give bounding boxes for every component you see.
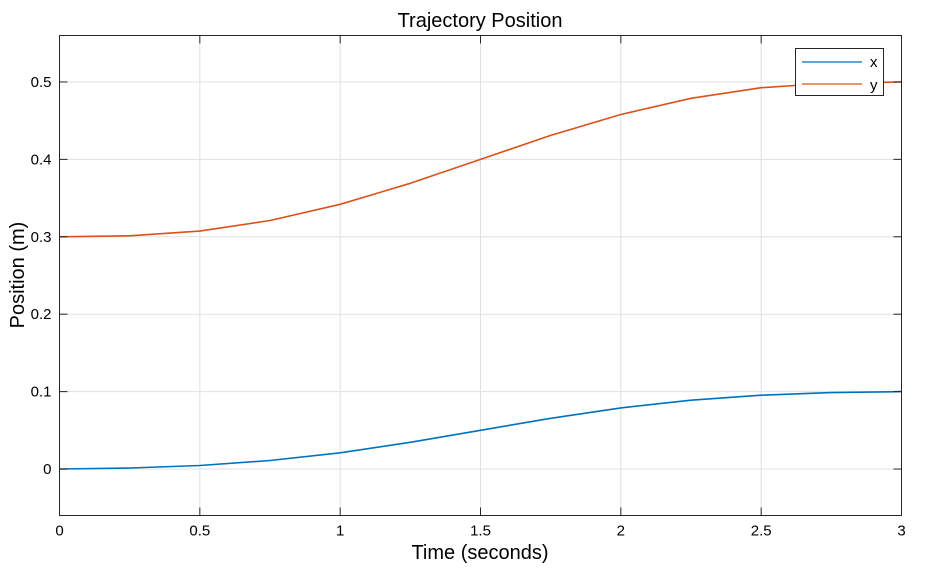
series-line-x bbox=[59, 390, 902, 470]
x-tick-label: 0.5 bbox=[189, 523, 210, 540]
y-tick-label: 0.2 bbox=[31, 306, 52, 323]
legend-label-y: y bbox=[870, 77, 878, 94]
tick-labels: 0 0.5 1 1.5 2 2.5 3 0 0.1 0.2 0.3 0.4 0.5 bbox=[31, 74, 906, 540]
x-tick-label: 3 bbox=[897, 523, 905, 540]
y-tick-label: 0.3 bbox=[31, 229, 52, 246]
y-tick-label: 0 bbox=[43, 461, 51, 478]
ticks bbox=[59, 35, 902, 516]
x-tick-label: 1 bbox=[336, 523, 344, 540]
x-tick-label: 2.5 bbox=[751, 523, 772, 540]
chart-title: Trajectory Position bbox=[398, 10, 563, 32]
y-tick-label: 0.1 bbox=[31, 384, 52, 401]
y-tick-label: 0.4 bbox=[31, 151, 52, 168]
series-layer bbox=[59, 81, 902, 470]
x-axis-label: Time (seconds) bbox=[411, 542, 548, 564]
x-tick-label: 2 bbox=[617, 523, 625, 540]
legend-label-x: x bbox=[870, 54, 878, 71]
legend: x y bbox=[795, 48, 884, 96]
y-axis-label: Position (m) bbox=[7, 222, 29, 329]
x-tick-label: 1.5 bbox=[470, 523, 491, 540]
y-tick-label: 0.5 bbox=[31, 74, 52, 91]
series-line-y bbox=[59, 81, 902, 238]
legend-box bbox=[795, 48, 884, 96]
x-tick-label: 0 bbox=[55, 523, 63, 540]
